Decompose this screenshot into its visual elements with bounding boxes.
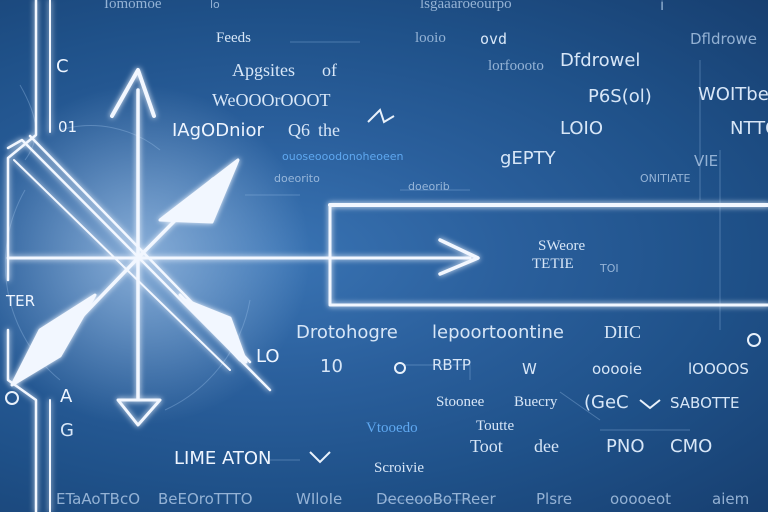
bg-text: Plsre [536,490,573,508]
left-ring-icon [5,391,19,405]
bg-text: Apgsites [232,60,295,80]
left-rail-upper [6,0,38,282]
bg-text: Toutte [476,418,515,434]
dot-ring-icon [747,333,761,347]
bg-text: Buecry [514,394,558,410]
lower-right-arrowhead [183,298,248,364]
bg-text: Scroivie [374,460,424,476]
bg-text: ooooie [592,360,643,378]
upper-right-block [182,177,217,209]
bg-text: TETIE [532,256,574,272]
bg-text: BeEOroTTTO [158,490,253,508]
bg-text: gEPTY [500,148,556,169]
bg-text: C [56,56,69,77]
bg-text: 10 [320,356,343,377]
bg-text: Dfldrowe [690,30,758,48]
bg-text: SABOTTE [670,394,740,412]
bg-text: Vtooedo [366,420,418,436]
bg-text: LIME ATON [174,448,272,469]
diagonal-rail-c [13,159,231,371]
bg-text: IAgODnior [172,120,264,141]
bg-text: NTTO [730,118,768,139]
bg-text: Drotohogre [296,322,398,343]
frame-side-bottom [328,203,768,307]
bg-text: aiem [712,490,750,508]
bg-text: PNO [606,436,645,457]
bg-text: doeorito [274,172,320,185]
bg-text: lsgaaaroeourpo [420,0,512,12]
bg-text: TOI [600,262,619,275]
bg-text: lepoortoontine [432,322,564,343]
bg-text: 01 [58,118,78,136]
bg-text: ovd [480,30,508,48]
bg-text: LOIO [560,118,604,139]
bg-text: ouoseooodonoheoeen [282,150,404,163]
bg-text: WeOOOrOOOT [212,90,331,110]
bg-text: CMO [670,436,713,457]
bg-text: lo [210,0,220,11]
down-arrowhead [116,398,162,427]
bg-text: P6S(ol) [588,86,652,107]
bg-text: Feeds [216,30,251,46]
bg-text: looio [415,30,446,46]
bg-text: LO [256,346,280,367]
bg-text: WOITbeD [698,84,768,105]
bg-text: RBTP [432,356,471,374]
bg-text: W [522,360,537,378]
bg-text: G [60,420,74,441]
bg-text: SWeore [538,238,586,254]
bg-text: lOOOOS [688,360,749,378]
bg-text: VIE [694,152,719,170]
lower-left-arrowhead [10,293,97,387]
bg-text: DeceooBoTReer [376,490,496,508]
bg-text: Dfdrowel [560,50,641,71]
bg-text: A [60,386,73,407]
bg-text: Toot [470,436,503,456]
bg-text: i [660,0,665,14]
bg-text: ETaAoTBcO [56,490,141,508]
bg-text: lorfoooto [488,58,544,74]
right-arrowhead [438,238,480,276]
bg-text: Iomomoe [104,0,162,12]
chevron-down-icon [309,451,331,464]
ring-icon [394,362,406,374]
bg-text: the [318,120,340,140]
bg-text: (GeC [584,392,629,413]
bg-text: ooooeot [610,490,671,508]
bg-text: ONITIATE [640,172,691,185]
small-glyphs [5,108,761,464]
bg-text: TER [6,292,36,310]
bg-text: of [322,60,337,80]
bg-text: Stoonee [436,394,485,410]
zigzag-icon [367,108,395,124]
left-rail-lower [6,328,38,512]
glowing-lines [6,0,768,512]
diagonal-rail-a [6,138,272,392]
bg-text: Q6 [288,120,310,140]
bg-text: dee [534,436,559,456]
up-arrowhead [110,68,156,118]
bg-text: WIloIe [296,490,343,508]
bg-text: doeorib [408,180,450,193]
bg-text: DIIC [604,322,641,342]
heart-icon [639,399,661,410]
